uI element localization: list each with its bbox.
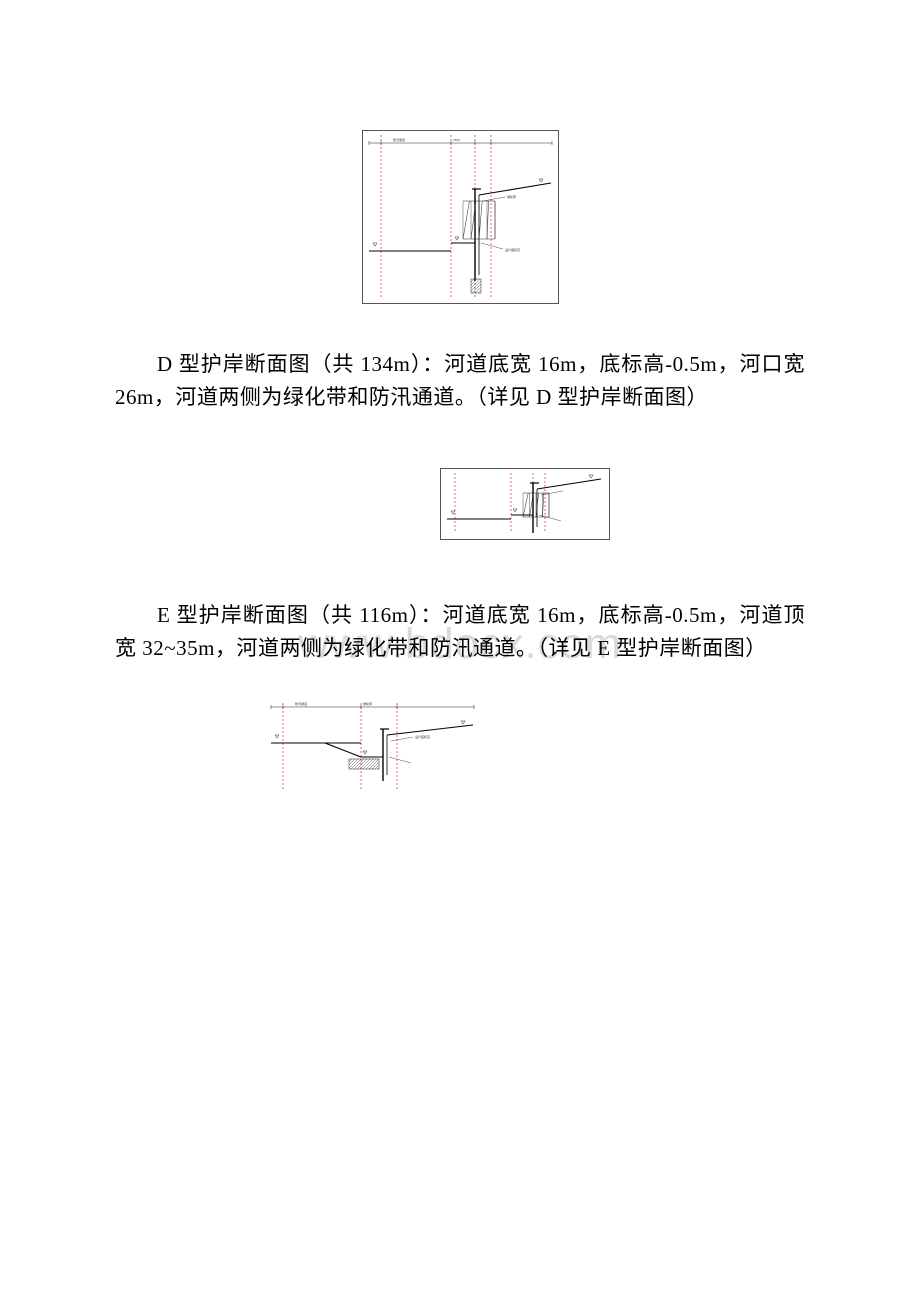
diagram-e-wrap: 防汛通道 绿化带设计底标高 — [115, 699, 805, 802]
paragraph-e: E 型护岸断面图（共 116m）：河道底宽 16m，底标高-0.5m，河道顶宽 … — [115, 599, 805, 664]
diagram-c-wrap: 防汛通道 4700 绿化带设计底标高 — [115, 130, 805, 308]
paragraph-d: D 型护岸断面图（共 134m）：河道底宽 16m，底标高-0.5m，河口宽 2… — [115, 348, 805, 413]
svg-text:设计底标高: 设计底标高 — [415, 734, 430, 739]
diagram-d-wrap — [115, 468, 805, 544]
page-content: 防汛通道4700绿化带设计底标高 D 型护岸断面图（共 134m）：河道底宽 1… — [0, 0, 920, 922]
diagram-c: 防汛通道 4700 绿化带设计底标高 — [362, 130, 559, 304]
svg-text:防汛通道: 防汛通道 — [393, 137, 405, 142]
svg-text:绿化带: 绿化带 — [507, 194, 516, 199]
diagram-e: 防汛通道 绿化带设计底标高 — [265, 699, 480, 797]
diagram-d — [440, 468, 610, 540]
svg-text:防汛通道: 防汛通道 — [295, 701, 307, 706]
svg-text:4700: 4700 — [453, 138, 460, 142]
svg-text:设计底标高: 设计底标高 — [505, 247, 520, 252]
svg-text:绿化带: 绿化带 — [363, 701, 372, 706]
